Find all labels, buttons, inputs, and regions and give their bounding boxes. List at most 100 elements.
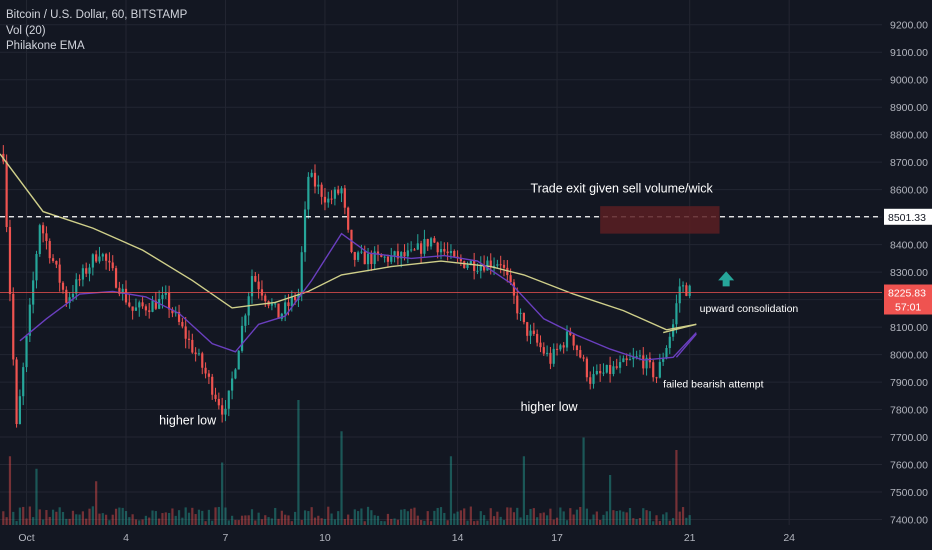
volume-bar xyxy=(91,506,94,525)
price-tick-label: 9100.00 xyxy=(890,47,928,59)
candle-body xyxy=(675,303,678,325)
candle-body xyxy=(685,285,688,296)
candle-body xyxy=(184,326,187,339)
candle-body xyxy=(542,347,545,354)
candle-body xyxy=(131,306,134,311)
candle-body xyxy=(343,188,346,208)
candle-body xyxy=(114,268,118,288)
candle-body xyxy=(526,322,529,336)
volume-bar xyxy=(111,514,114,525)
volume-bar xyxy=(330,513,333,525)
volume-bar xyxy=(38,509,41,525)
candle-body xyxy=(512,282,516,296)
volume-bar xyxy=(410,508,413,525)
time-tick-label: Oct xyxy=(18,532,34,544)
price-tick-label: 8100.00 xyxy=(890,322,928,334)
volume-bar xyxy=(197,509,201,525)
volume-bar xyxy=(333,519,336,525)
volume-bar xyxy=(549,508,552,525)
volume-bar xyxy=(131,514,134,525)
volume-bar xyxy=(247,515,250,525)
candle-body xyxy=(592,374,595,384)
candle-body xyxy=(446,251,449,254)
volume-bar xyxy=(360,508,363,525)
candle-body xyxy=(681,285,685,287)
target-price-label: 8501.33 xyxy=(888,212,926,224)
volume-bar xyxy=(353,509,356,525)
time-tick-label: 4 xyxy=(123,532,129,544)
price-axis[interactable]: 9200.00 9100.00 9000.00 8900.00 8800.00 8700.… xyxy=(884,20,932,527)
candle-body xyxy=(572,334,575,346)
volume-bar xyxy=(161,513,164,525)
volume-bar xyxy=(55,511,58,525)
candle-body xyxy=(337,189,340,194)
time-axis[interactable]: Oct 4 7 10 14 17 21 24 xyxy=(18,532,795,544)
volume-bar xyxy=(138,520,141,525)
volume-bar xyxy=(380,521,383,525)
volume-bar xyxy=(456,511,459,525)
candle-body xyxy=(254,276,257,282)
candle-body xyxy=(433,238,436,243)
volume-bar xyxy=(71,510,75,525)
price-tick-label: 7400.00 xyxy=(890,515,928,527)
candle-body xyxy=(423,239,426,254)
volume-bar xyxy=(141,519,144,525)
candle-body xyxy=(105,254,108,261)
volume-bar xyxy=(502,520,506,525)
volume-bar xyxy=(383,521,386,525)
ema-indicator-label[interactable]: Philakone EMA xyxy=(6,40,85,52)
candle-body xyxy=(635,356,638,358)
volume-bar xyxy=(655,515,658,525)
volume-bar xyxy=(678,511,681,525)
candle-body xyxy=(499,264,502,266)
volume-bar xyxy=(449,456,453,525)
volume-bar xyxy=(231,515,234,525)
candle-body xyxy=(420,243,423,254)
volume-bar xyxy=(105,514,108,525)
time-tick-label: 14 xyxy=(452,532,464,544)
volume-bar xyxy=(207,509,210,525)
volume-bar xyxy=(68,518,71,525)
symbol-title[interactable]: Bitcoin / U.S. Dollar, 60, BITSTAMP xyxy=(6,9,188,21)
volume-bar xyxy=(532,508,535,525)
candle-body xyxy=(15,359,18,425)
volume-bar xyxy=(492,516,496,525)
candle-body xyxy=(532,330,535,334)
candle-body xyxy=(118,287,121,294)
volume-bar xyxy=(569,508,572,525)
volume-bar xyxy=(628,508,632,525)
volume-bar xyxy=(376,515,380,525)
candle-body xyxy=(426,239,429,247)
volume-bar xyxy=(284,514,287,525)
candle-body xyxy=(347,207,350,230)
candle-body xyxy=(678,286,681,304)
candle-body xyxy=(81,268,84,280)
volume-bar xyxy=(499,516,502,525)
volume-bar xyxy=(476,520,479,525)
volume-bar xyxy=(665,512,668,525)
volume-bar xyxy=(300,519,303,525)
volume-indicator-label[interactable]: Vol (20) xyxy=(6,24,46,37)
time-tick-label: 10 xyxy=(319,532,331,544)
candle-body xyxy=(294,296,297,301)
volume-bar xyxy=(78,514,81,525)
volume-bar xyxy=(174,515,177,525)
candle-body xyxy=(48,241,51,259)
time-tick-label: 21 xyxy=(684,532,696,544)
candle-body xyxy=(244,315,247,326)
candle-body xyxy=(71,293,75,298)
volume-bar xyxy=(420,520,423,525)
annotation-failed_bear: failed bearish attempt xyxy=(663,379,763,391)
volume-bar xyxy=(237,520,240,525)
candle-body xyxy=(453,250,456,257)
candle-body xyxy=(622,358,625,363)
volume-bar xyxy=(685,517,688,525)
volume-bar xyxy=(559,507,562,525)
volume-bar xyxy=(343,519,346,525)
candle-body xyxy=(25,335,28,368)
candle-body xyxy=(211,376,214,395)
volume-bar xyxy=(595,511,598,525)
price-tick-label: 8800.00 xyxy=(890,130,928,142)
candle-body xyxy=(373,251,376,264)
